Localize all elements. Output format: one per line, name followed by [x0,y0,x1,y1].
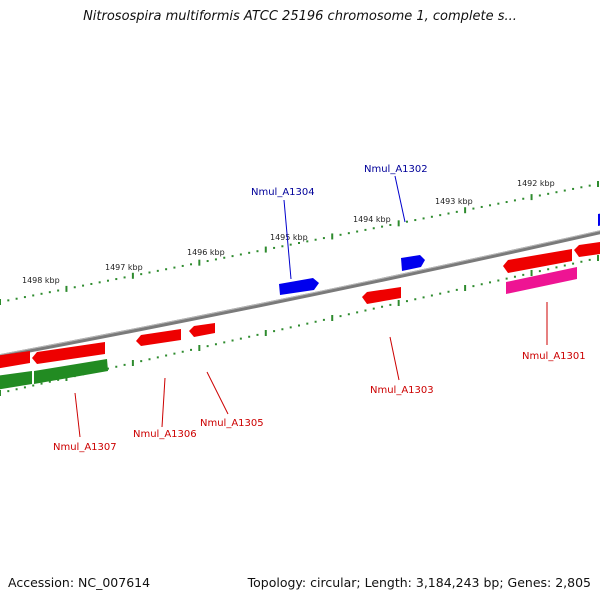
gene-label-Nmul_A1304[interactable]: Nmul_A1304 [251,187,315,198]
chromosome-backbone [0,230,600,359]
kbp-label: 1495 kbp [270,233,308,242]
gene-label-Nmul_A1306[interactable]: Nmul_A1306 [133,429,197,440]
gene-label-Nmul_A1301[interactable]: Nmul_A1301 [522,351,586,362]
gene-Nmul_A1302-arrow[interactable] [401,255,425,271]
pseudogene-bar[interactable] [506,267,577,294]
gene-edge-red-arrow[interactable] [574,242,600,257]
kbp-label: 1498 kbp [22,276,60,285]
gene-Nmul_A1306-arrow[interactable] [136,329,181,346]
gene-Nmul_A1303-arrow[interactable] [362,287,401,304]
gene-Nmul_A1304-arrow[interactable] [279,278,319,295]
gene-label-Nmul_A1307[interactable]: Nmul_A1307 [53,442,117,453]
kbp-label: 1497 kbp [105,263,143,272]
kbp-label: 1492 kbp [517,179,555,188]
gene-features [0,213,600,390]
kbp-label-group: 1492 kbp 1493 kbp 1494 kbp 1495 kbp 1496 kbp… [22,179,555,285]
outer-tick-track [0,181,599,305]
gene-Nmul_A1305-arrow[interactable] [189,323,215,337]
gene-label-Nmul_A1302[interactable]: Nmul_A1302 [364,164,428,175]
gene-leaders [74,175,548,438]
gene-left-red-arrow[interactable] [0,351,30,369]
gene-Nmul_A1301-arrow[interactable] [503,249,572,273]
inner-tick-track [0,255,599,396]
gene-label-Nmul_A1305[interactable]: Nmul_A1305 [200,418,264,429]
genome-summary-text: Topology: circular; Length: 3,184,243 bp… [247,575,591,590]
feature-green-bar[interactable] [34,359,108,384]
feature-green-bar-left[interactable] [0,371,32,390]
map-title: Nitrosospira multiformis ATCC 25196 chro… [83,9,517,24]
accession-text: Accession: NC_007614 [8,575,151,590]
kbp-label: 1493 kbp [435,197,473,206]
kbp-label: 1494 kbp [353,215,391,224]
kbp-label: 1496 kbp [187,248,225,257]
gene-label-Nmul_A1303[interactable]: Nmul_A1303 [370,385,434,396]
gene-Nmul_A1307-arrow[interactable] [32,342,105,364]
